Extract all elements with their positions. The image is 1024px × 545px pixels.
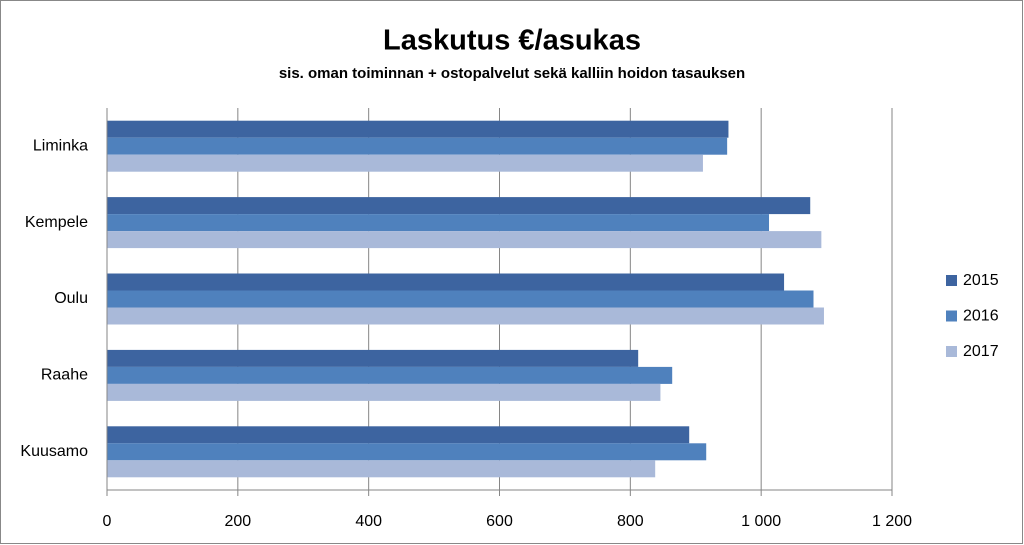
bar	[107, 460, 656, 478]
x-tick-label: 600	[486, 513, 513, 530]
x-tick-label: 1 200	[872, 513, 912, 530]
bar	[107, 137, 728, 155]
legend-label: 2017	[963, 343, 999, 360]
x-tick-label: 800	[617, 513, 644, 530]
y-tick-label: Raahe	[41, 367, 88, 384]
legend-swatch	[946, 310, 957, 322]
bar	[107, 443, 707, 461]
bar	[107, 290, 814, 308]
bar	[107, 383, 661, 401]
bar	[107, 197, 811, 215]
bar	[107, 214, 770, 232]
x-tick-label: 200	[224, 513, 251, 530]
legend-swatch	[946, 275, 957, 286]
x-tick-label: 1 000	[741, 513, 781, 530]
y-tick-label: Kempele	[25, 214, 88, 231]
bar	[107, 366, 673, 384]
legend-label: 2016	[963, 308, 999, 325]
legend-swatch	[946, 346, 957, 357]
bar	[107, 273, 785, 291]
chart-subtitle: sis. oman toiminnan + ostopalvelut sekä …	[279, 65, 745, 82]
y-tick-label: Oulu	[54, 290, 88, 307]
y-tick-label: Liminka	[33, 137, 88, 154]
bar	[107, 154, 703, 172]
bar	[107, 426, 690, 444]
bar	[107, 120, 729, 138]
y-tick-label: Kuusamo	[20, 443, 88, 460]
chart-title: Laskutus €/asukas	[383, 25, 641, 57]
x-tick-label: 0	[103, 513, 112, 530]
x-tick-label: 400	[355, 513, 382, 530]
bar	[107, 349, 639, 367]
bar	[107, 231, 822, 249]
bar	[107, 307, 824, 325]
legend-label: 2015	[963, 272, 999, 289]
